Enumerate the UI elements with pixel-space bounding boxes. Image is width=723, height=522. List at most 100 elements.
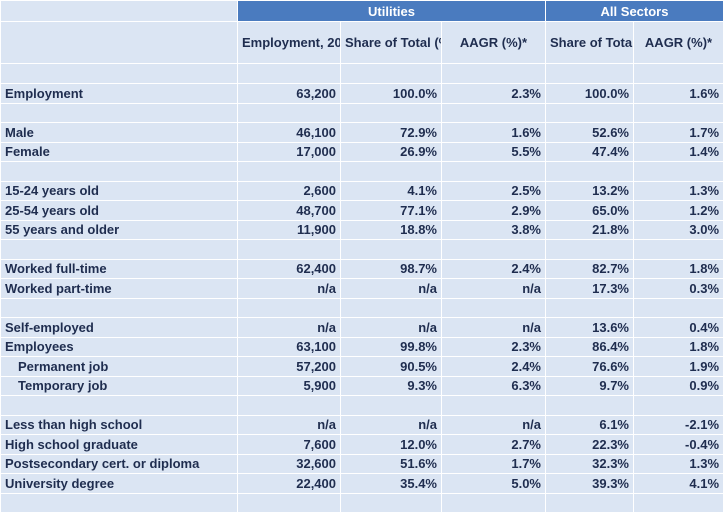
group-header-row: Utilities All Sectors bbox=[0, 0, 723, 22]
cell-all-sectors-aagr: -0.4% bbox=[632, 434, 723, 455]
cell-employment-2023: 46,100 bbox=[237, 122, 341, 143]
cell-all-sectors-share: 32.3% bbox=[545, 453, 634, 474]
table-row: Less than high school n/a n/a n/a 6.1% -2.1% bbox=[0, 414, 723, 435]
cell-all-sectors-aagr: 0.3% bbox=[632, 278, 723, 299]
cell-all-sectors-share: 52.6% bbox=[545, 122, 634, 143]
spacer-row bbox=[0, 102, 723, 123]
row-label: Female bbox=[0, 141, 238, 162]
table-row: Temporary job 5,900 9.3% 6.3% 9.7% 0.9% bbox=[0, 375, 723, 396]
cell-employment-2023: n/a bbox=[237, 317, 341, 338]
spacer-row bbox=[0, 239, 723, 260]
table-row: Worked full-time 62,400 98.7% 2.4% 82.7% 1.8% bbox=[0, 258, 723, 279]
cell-all-sectors-share: 100.0% bbox=[545, 83, 634, 104]
cell-all-sectors-aagr: 1.7% bbox=[632, 122, 723, 143]
row-label: 25-54 years old bbox=[0, 200, 238, 221]
row-label: 55 years and older bbox=[0, 219, 238, 240]
cell-all-sectors-aagr: 1.8% bbox=[632, 258, 723, 279]
cell-utilities-share: n/a bbox=[340, 278, 442, 299]
cell-employment-2023: n/a bbox=[237, 414, 341, 435]
row-label: Postsecondary cert. or diploma bbox=[0, 453, 238, 474]
column-header-all-sectors-share: Share of Total (%) bbox=[545, 21, 634, 64]
cell-all-sectors-share: 6.1% bbox=[545, 414, 634, 435]
cell-utilities-share: 12.0% bbox=[340, 434, 442, 455]
row-label: Worked part-time bbox=[0, 278, 238, 299]
table-row: Male 46,100 72.9% 1.6% 52.6% 1.7% bbox=[0, 122, 723, 143]
cell-employment-2023: 32,600 bbox=[237, 453, 341, 474]
cell-all-sectors-share: 17.3% bbox=[545, 278, 634, 299]
row-label: 15-24 years old bbox=[0, 180, 238, 201]
cell-utilities-aagr: 2.5% bbox=[441, 180, 546, 201]
cell-all-sectors-aagr: 1.4% bbox=[632, 141, 723, 162]
cell-utilities-aagr: 1.7% bbox=[441, 453, 546, 474]
cell-utilities-share: 98.7% bbox=[340, 258, 442, 279]
cell-utilities-aagr: 2.7% bbox=[441, 434, 546, 455]
group-header-all-sectors: All Sectors bbox=[544, 0, 723, 22]
row-label: University degree bbox=[0, 473, 238, 494]
cell-utilities-aagr: 2.4% bbox=[441, 356, 546, 377]
table-body: Employment 63,200 100.0% 2.3% 100.0% 1.6% Male… bbox=[0, 63, 723, 513]
cell-all-sectors-share: 21.8% bbox=[545, 219, 634, 240]
cell-all-sectors-aagr: 1.3% bbox=[632, 453, 723, 474]
cell-employment-2023: 7,600 bbox=[237, 434, 341, 455]
group-header-blank bbox=[0, 0, 238, 22]
cell-utilities-aagr: 3.8% bbox=[441, 219, 546, 240]
cell-all-sectors-share: 22.3% bbox=[545, 434, 634, 455]
spacer-row bbox=[0, 161, 723, 182]
cell-all-sectors-aagr: 0.4% bbox=[632, 317, 723, 338]
row-label: Employees bbox=[0, 336, 238, 357]
cell-utilities-share: 100.0% bbox=[340, 83, 442, 104]
cell-utilities-share: n/a bbox=[340, 414, 442, 435]
cell-utilities-aagr: n/a bbox=[441, 278, 546, 299]
row-label: Self-employed bbox=[0, 317, 238, 338]
spacer-row bbox=[0, 492, 723, 513]
table-row: 55 years and older 11,900 18.8% 3.8% 21.8% 3.… bbox=[0, 219, 723, 240]
table-row: 25-54 years old 48,700 77.1% 2.9% 65.0% 1.2% bbox=[0, 200, 723, 221]
cell-all-sectors-aagr: 1.8% bbox=[632, 336, 723, 357]
cell-all-sectors-share: 82.7% bbox=[545, 258, 634, 279]
cell-all-sectors-aagr: 1.6% bbox=[632, 83, 723, 104]
row-label: Employment bbox=[0, 83, 238, 104]
cell-all-sectors-share: 86.4% bbox=[545, 336, 634, 357]
cell-all-sectors-share: 76.6% bbox=[545, 356, 634, 377]
column-header-row: Employment, 2023 Share of Total (%) AAGR… bbox=[0, 21, 723, 64]
cell-utilities-aagr: 5.5% bbox=[441, 141, 546, 162]
table-row: Worked part-time n/a n/a n/a 17.3% 0.3% bbox=[0, 278, 723, 299]
cell-employment-2023: 17,000 bbox=[237, 141, 341, 162]
cell-all-sectors-aagr: 1.2% bbox=[632, 200, 723, 221]
cell-all-sectors-share: 13.6% bbox=[545, 317, 634, 338]
row-label: High school graduate bbox=[0, 434, 238, 455]
row-label: Less than high school bbox=[0, 414, 238, 435]
table-row: Permanent job 57,200 90.5% 2.4% 76.6% 1.9% bbox=[0, 356, 723, 377]
cell-employment-2023: 63,100 bbox=[237, 336, 341, 357]
cell-utilities-share: 99.8% bbox=[340, 336, 442, 357]
table-row: High school graduate 7,600 12.0% 2.7% 22.3% -… bbox=[0, 434, 723, 455]
column-header-label bbox=[0, 21, 238, 64]
cell-utilities-aagr: 6.3% bbox=[441, 375, 546, 396]
cell-all-sectors-share: 9.7% bbox=[545, 375, 634, 396]
cell-all-sectors-aagr: 3.0% bbox=[632, 219, 723, 240]
cell-utilities-share: 51.6% bbox=[340, 453, 442, 474]
row-label: Male bbox=[0, 122, 238, 143]
table-row: Employees 63,100 99.8% 2.3% 86.4% 1.8% bbox=[0, 336, 723, 357]
spacer-row bbox=[0, 63, 723, 84]
cell-utilities-aagr: n/a bbox=[441, 317, 546, 338]
cell-all-sectors-share: 47.4% bbox=[545, 141, 634, 162]
cell-utilities-share: 18.8% bbox=[340, 219, 442, 240]
row-label: Permanent job bbox=[0, 356, 238, 377]
column-header-all-sectors-aagr: AAGR (%)* bbox=[632, 21, 723, 64]
cell-employment-2023: 11,900 bbox=[237, 219, 341, 240]
cell-utilities-aagr: 2.4% bbox=[441, 258, 546, 279]
cell-utilities-share: 35.4% bbox=[340, 473, 442, 494]
table-row: Female 17,000 26.9% 5.5% 47.4% 1.4% bbox=[0, 141, 723, 162]
cell-all-sectors-share: 13.2% bbox=[545, 180, 634, 201]
cell-all-sectors-aagr: 1.9% bbox=[632, 356, 723, 377]
row-label: Temporary job bbox=[0, 375, 238, 396]
cell-employment-2023: 2,600 bbox=[237, 180, 341, 201]
cell-all-sectors-share: 39.3% bbox=[545, 473, 634, 494]
cell-utilities-aagr: 2.3% bbox=[441, 336, 546, 357]
group-header-utilities: Utilities bbox=[237, 0, 546, 22]
table-row: Postsecondary cert. or diploma 32,600 51.6… bbox=[0, 453, 723, 474]
cell-utilities-aagr: 2.9% bbox=[441, 200, 546, 221]
table-row: Self-employed n/a n/a n/a 13.6% 0.4% bbox=[0, 317, 723, 338]
column-header-utilities-share: Share of Total (%) bbox=[340, 21, 442, 64]
